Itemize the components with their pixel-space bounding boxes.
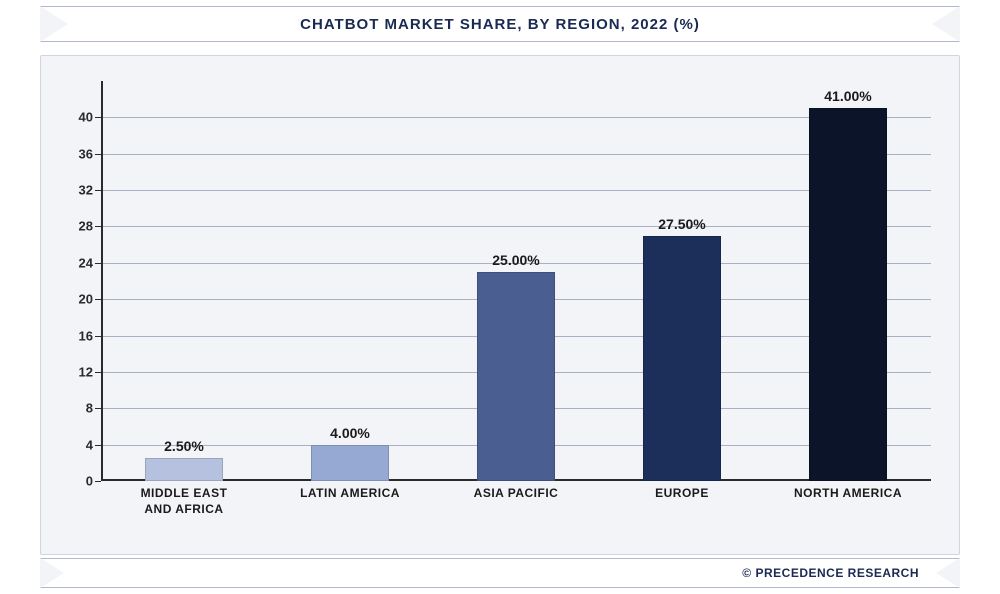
x-category-label: ASIA PACIFIC [441, 486, 590, 517]
bar-value-label: 4.00% [330, 425, 370, 441]
bar-group: 41.00% [773, 88, 922, 481]
x-category-label: NORTH AMERICA [773, 486, 922, 517]
y-tick-label: 24 [79, 255, 93, 270]
y-tick-label: 20 [79, 292, 93, 307]
bar [643, 236, 721, 481]
bar [145, 458, 223, 481]
x-category-label: EUROPE [607, 486, 756, 517]
y-tick-label: 12 [79, 364, 93, 379]
y-tick-label: 0 [86, 474, 93, 489]
y-tick-label: 32 [79, 183, 93, 198]
y-tick-label: 4 [86, 437, 93, 452]
x-axis-labels: MIDDLE EASTAND AFRICA LATIN AMERICA ASIA P… [101, 486, 931, 517]
footer-credit: © PRECEDENCE RESEARCH [742, 566, 919, 580]
bar [477, 272, 555, 481]
bars-container: 2.50% 4.00% 25.00% 27.50% 41.00% [101, 81, 931, 481]
bar-group: 25.00% [441, 252, 590, 481]
bar-value-label: 25.00% [492, 252, 539, 268]
bar-value-label: 27.50% [658, 216, 705, 232]
bar-group: 27.50% [607, 216, 756, 481]
bar-value-label: 2.50% [164, 438, 204, 454]
y-tick-label: 40 [79, 110, 93, 125]
y-tick-mark [95, 481, 101, 482]
bar [809, 108, 887, 481]
chart-title: CHATBOT MARKET SHARE, BY REGION, 2022 (%… [300, 16, 700, 33]
x-category-label: LATIN AMERICA [275, 486, 424, 517]
x-category-label: MIDDLE EASTAND AFRICA [109, 486, 258, 517]
y-tick-label: 8 [86, 401, 93, 416]
bar-value-label: 41.00% [824, 88, 871, 104]
y-tick-label: 16 [79, 328, 93, 343]
bar-group: 2.50% [109, 438, 258, 481]
y-tick-label: 28 [79, 219, 93, 234]
chart-area: 0 4 8 12 16 20 24 28 32 36 40 2.50% 4.00% 25.00% 27.5… [40, 55, 960, 555]
footer-banner: © PRECEDENCE RESEARCH [40, 558, 960, 588]
y-tick-label: 36 [79, 146, 93, 161]
title-banner: CHATBOT MARKET SHARE, BY REGION, 2022 (%… [40, 6, 960, 42]
bar-group: 4.00% [275, 425, 424, 481]
bar [311, 445, 389, 481]
plot-region: 0481216202428323640 2.50%4.00%25.00%27.5… [101, 81, 931, 481]
